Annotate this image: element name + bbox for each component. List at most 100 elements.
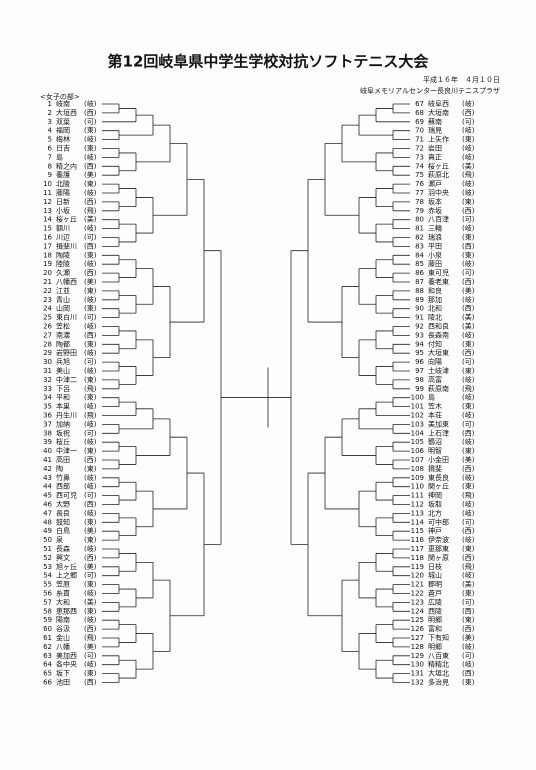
entry-region: (美) (84, 526, 97, 535)
entry-number: 87 (415, 278, 424, 286)
entry-region: (東) (462, 482, 475, 491)
entry-name: 神戸 (428, 526, 442, 535)
entry-number: 72 (415, 145, 424, 153)
entry-region: (岐) (462, 535, 475, 544)
entry-region: (東) (84, 393, 97, 402)
entry-name: 富和 (428, 624, 442, 633)
entry-region: (東) (84, 286, 97, 295)
entry-name: 和良 (428, 286, 442, 295)
entry-name: 陶 (56, 464, 63, 473)
entry-number: 94 (415, 340, 424, 348)
entry-name: 桜ヶ丘 (56, 215, 77, 224)
entry-number: 30 (43, 358, 52, 366)
entry-number: 106 (411, 447, 425, 455)
entry-number: 92 (415, 323, 424, 331)
entry-name: 明智 (428, 446, 442, 455)
entry-number: 39 (43, 438, 52, 446)
entry-region: (美) (462, 313, 475, 322)
entry-number: 104 (411, 429, 425, 437)
entry-number: 80 (415, 216, 424, 224)
entry-number: 71 (415, 136, 424, 144)
entry-region: (岐) (84, 660, 97, 669)
entry-number: 36 (43, 412, 52, 420)
entry-name: 桜丘 (56, 437, 70, 446)
entry-region: (飛) (462, 563, 475, 571)
entry-region: (西) (462, 625, 475, 633)
entry-name: 額川 (56, 224, 70, 233)
entry-name: 萩原南 (428, 384, 449, 393)
entry-region: (西) (462, 278, 475, 286)
entry-number: 77 (415, 189, 424, 197)
entry-name: 西和良 (428, 322, 449, 331)
entry-region: (西) (462, 305, 475, 313)
entry-name: 下有知 (428, 633, 449, 642)
entry-name: 笠原 (56, 580, 70, 589)
entry-number: 55 (43, 581, 52, 589)
entry-number: 1 (48, 100, 52, 108)
entry-name: 日枝 (428, 562, 442, 571)
entry-name: 笠木 (428, 402, 442, 411)
entry-name: 藤田 (428, 259, 442, 268)
entry-number: 121 (411, 581, 424, 589)
entry-name: 北陵 (56, 179, 70, 188)
entry-number: 22 (43, 287, 52, 295)
entry-number: 108 (411, 465, 424, 473)
entry-region: (岐) (462, 224, 475, 233)
entry-number: 129 (411, 652, 424, 660)
entry-number: 29 (43, 349, 52, 357)
entry-name: 江並 (56, 286, 70, 295)
entry-region: (岐) (462, 144, 475, 153)
entry-number: 13 (43, 207, 52, 215)
entry-region: (岐) (462, 500, 475, 509)
title: 第12回岐阜県中学生学校対抗ソフトテニス大会 (108, 53, 429, 71)
entry-name: 川辺 (56, 234, 70, 242)
entry-name: 美加西 (56, 651, 77, 660)
entry-region: (東) (84, 535, 97, 544)
entry-region: (可) (462, 269, 475, 277)
entry-number: 9 (48, 171, 52, 179)
entry-region: (東) (84, 580, 97, 589)
entry-region: (可) (462, 598, 475, 606)
entry-name: 那加 (428, 295, 442, 304)
entry-number: 86 (415, 269, 424, 277)
entry-region: (東) (84, 250, 97, 259)
entry-region: (東) (84, 606, 97, 615)
entry-name: 高富 (428, 375, 442, 384)
entry-number: 43 (43, 474, 52, 482)
entry-number: 70 (415, 127, 424, 135)
entry-number: 83 (415, 242, 424, 250)
entry-name: 明郷 (428, 615, 442, 624)
entry-region: (東) (462, 678, 475, 687)
entry-name: 八幡西 (56, 277, 77, 286)
entry-number: 5 (48, 136, 52, 144)
entry-number: 44 (43, 483, 52, 491)
entry-name: 双葉 (56, 117, 70, 126)
entry-number: 98 (415, 376, 424, 384)
entry-region: (岐) (84, 224, 97, 233)
entry-name: 関ヶ丘 (428, 482, 449, 491)
entry-number: 123 (411, 598, 424, 606)
entry-number: 105 (411, 438, 424, 446)
entry-number: 103 (411, 420, 424, 428)
entry-number: 37 (43, 420, 52, 428)
entry-number: 117 (411, 545, 424, 553)
entry-number: 90 (415, 305, 424, 313)
entry-name: 養護 (56, 170, 70, 179)
entry-name: 八幡 (56, 642, 70, 651)
entry-region: (岐) (462, 571, 475, 580)
entry-region: (飛) (462, 385, 475, 393)
entry-number: 50 (43, 536, 52, 544)
entry-name: 恵那西 (56, 606, 77, 615)
entry-name: 鼓知 (56, 517, 70, 526)
entry-number: 101 (411, 403, 424, 411)
entry-number: 59 (43, 616, 52, 624)
entry-number: 93 (415, 331, 424, 339)
entry-name: 陶都 (56, 339, 70, 348)
entry-name: 多治見 (428, 678, 449, 687)
entry-name: 上石津 (428, 428, 449, 437)
entry-name: 西可児 (56, 491, 77, 500)
entry-name: 青山 (56, 295, 70, 304)
entry-name: 大垣北 (428, 669, 449, 678)
entry-name: 藤陽 (56, 188, 70, 197)
entry-name: 蘇南 (428, 117, 442, 126)
